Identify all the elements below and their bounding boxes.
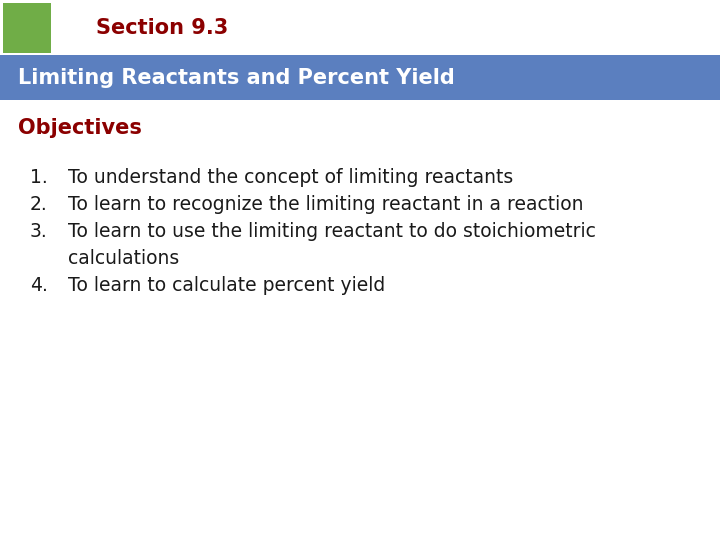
Text: Limiting Reactants and Percent Yield: Limiting Reactants and Percent Yield bbox=[18, 68, 455, 87]
Text: To learn to use the limiting reactant to do stoichiometric: To learn to use the limiting reactant to… bbox=[68, 222, 596, 241]
Text: To learn to calculate percent yield: To learn to calculate percent yield bbox=[68, 276, 385, 295]
Text: Objectives: Objectives bbox=[18, 118, 142, 138]
Bar bbox=[3, 3, 51, 53]
Text: Section 9.3: Section 9.3 bbox=[96, 18, 229, 38]
Text: To learn to recognize the limiting reactant in a reaction: To learn to recognize the limiting react… bbox=[68, 195, 583, 214]
Text: 3.: 3. bbox=[30, 222, 48, 241]
Text: 2.: 2. bbox=[30, 195, 48, 214]
Text: 4.: 4. bbox=[30, 276, 48, 295]
Text: calculations: calculations bbox=[68, 249, 179, 268]
FancyBboxPatch shape bbox=[50, 2, 275, 55]
Text: 1.: 1. bbox=[30, 168, 48, 187]
Text: To understand the concept of limiting reactants: To understand the concept of limiting re… bbox=[68, 168, 513, 187]
Bar bbox=[0, 55, 720, 100]
